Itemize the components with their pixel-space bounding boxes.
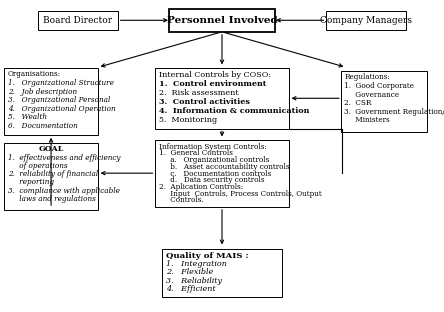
FancyBboxPatch shape bbox=[326, 11, 406, 30]
Text: Regulations:: Regulations: bbox=[344, 73, 390, 81]
FancyBboxPatch shape bbox=[4, 68, 98, 135]
Text: Internal Controls by COSO:: Internal Controls by COSO: bbox=[159, 71, 271, 79]
Text: 5.   Wealth: 5. Wealth bbox=[8, 114, 47, 121]
Text: 4.   Efficient: 4. Efficient bbox=[166, 285, 215, 293]
Text: 2.   Job description: 2. Job description bbox=[8, 88, 77, 95]
Text: Personnel Involved: Personnel Involved bbox=[166, 16, 278, 25]
Text: GOAL: GOAL bbox=[39, 145, 63, 153]
Text: Organisations:: Organisations: bbox=[8, 70, 61, 78]
Text: Controls.: Controls. bbox=[159, 197, 204, 204]
Text: 1.   Integration: 1. Integration bbox=[166, 260, 226, 268]
Text: d.   Data security controls: d. Data security controls bbox=[159, 176, 265, 184]
Text: 2.  Aplication Controls:: 2. Aplication Controls: bbox=[159, 183, 243, 191]
Text: Input  Controls, Process Controls, Output: Input Controls, Process Controls, Output bbox=[159, 190, 322, 198]
Text: Quality of MAIS :: Quality of MAIS : bbox=[166, 252, 248, 260]
Text: 2.  Risk assessment: 2. Risk assessment bbox=[159, 89, 238, 97]
Text: Ministers: Ministers bbox=[344, 116, 390, 124]
Text: Information System Controls:: Information System Controls: bbox=[159, 143, 267, 151]
Text: a.   Organizational controls: a. Organizational controls bbox=[159, 156, 269, 164]
FancyBboxPatch shape bbox=[155, 68, 289, 129]
Text: Governance: Governance bbox=[344, 91, 400, 99]
Text: 3.  compliance with applicable: 3. compliance with applicable bbox=[8, 187, 120, 195]
FancyBboxPatch shape bbox=[155, 140, 289, 207]
Text: 1.   Organizational Structure: 1. Organizational Structure bbox=[8, 79, 114, 87]
Text: Board Director: Board Director bbox=[43, 16, 112, 25]
FancyBboxPatch shape bbox=[162, 249, 282, 297]
Text: 2.  reliability of financial: 2. reliability of financial bbox=[8, 170, 98, 178]
Text: c.   Documentation controls: c. Documentation controls bbox=[159, 170, 271, 178]
Text: 3.   Reliability: 3. Reliability bbox=[166, 277, 222, 285]
FancyBboxPatch shape bbox=[341, 71, 427, 132]
Text: 4.   Organizational Operation: 4. Organizational Operation bbox=[8, 105, 115, 113]
Text: of operations: of operations bbox=[8, 162, 67, 170]
Text: b.   Asset accountability controls: b. Asset accountability controls bbox=[159, 163, 289, 171]
Text: 1.  Good Corporate: 1. Good Corporate bbox=[344, 82, 414, 90]
Text: 1.  Control environment: 1. Control environment bbox=[159, 80, 266, 88]
Text: 6.   Documentation: 6. Documentation bbox=[8, 122, 78, 130]
Text: 5.  Monitoring: 5. Monitoring bbox=[159, 115, 217, 124]
Text: 3.  Control activities: 3. Control activities bbox=[159, 98, 250, 106]
Text: 1.  effectiveness and efficiency: 1. effectiveness and efficiency bbox=[8, 154, 120, 162]
Text: 3.  Government Regulation/: 3. Government Regulation/ bbox=[344, 108, 444, 116]
Text: laws and regulations: laws and regulations bbox=[8, 195, 96, 203]
Text: 1.  General Controls: 1. General Controls bbox=[159, 149, 233, 158]
Text: Company Managers: Company Managers bbox=[320, 16, 412, 25]
Text: 2.  CSR: 2. CSR bbox=[344, 99, 372, 107]
FancyBboxPatch shape bbox=[4, 143, 98, 210]
Text: 3.   Organizational Personal: 3. Organizational Personal bbox=[8, 96, 111, 104]
Text: reporting: reporting bbox=[8, 178, 54, 186]
Text: 2.   Flexible: 2. Flexible bbox=[166, 268, 213, 276]
Text: 4.  Information & communication: 4. Information & communication bbox=[159, 107, 309, 115]
FancyBboxPatch shape bbox=[38, 11, 118, 30]
FancyBboxPatch shape bbox=[169, 8, 275, 32]
